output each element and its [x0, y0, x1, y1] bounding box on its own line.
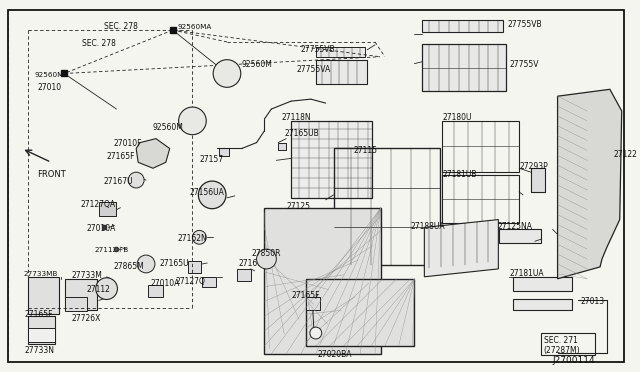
Text: 92560M: 92560M [153, 123, 184, 132]
Text: 27293P: 27293P [519, 162, 548, 171]
Text: 92560MA: 92560MA [178, 24, 212, 30]
Circle shape [257, 249, 276, 269]
Bar [541, 333, 595, 355]
Text: 27167U: 27167U [104, 177, 133, 186]
Circle shape [179, 107, 206, 135]
Bar [306, 296, 320, 310]
Bar [291, 121, 372, 198]
Text: SEC. 278: SEC. 278 [104, 22, 138, 31]
Polygon shape [557, 89, 621, 279]
Bar [316, 47, 365, 57]
Bar [237, 269, 251, 281]
Text: 27726X: 27726X [71, 314, 100, 323]
Text: 92560MA: 92560MA [35, 71, 69, 77]
Text: 27112: 27112 [87, 285, 111, 294]
Text: 27180U: 27180U [442, 113, 472, 122]
Bar [531, 168, 545, 192]
Text: 27181UB: 27181UB [442, 170, 477, 179]
Circle shape [96, 278, 117, 299]
Text: FRONT: FRONT [38, 170, 67, 179]
Text: 27755V: 27755V [509, 60, 539, 69]
Text: 27010F: 27010F [113, 139, 142, 148]
Text: 27733M: 27733M [71, 271, 102, 280]
Bar [202, 277, 216, 287]
Text: 27118N: 27118N [281, 113, 311, 122]
Text: 27162N: 27162N [178, 234, 207, 243]
Text: SEC. 271: SEC. 271 [544, 336, 578, 345]
Text: SEC. 278: SEC. 278 [82, 39, 116, 48]
Text: 27755VA: 27755VA [296, 65, 330, 74]
Text: 27755VB: 27755VB [508, 20, 542, 29]
Text: 27127Q: 27127Q [175, 277, 205, 286]
Text: J2700114: J2700114 [552, 356, 595, 365]
Bar [442, 121, 519, 172]
Text: 92560M: 92560M [242, 60, 273, 69]
Text: 27127QA: 27127QA [81, 200, 116, 209]
Bar [188, 261, 202, 273]
Circle shape [213, 60, 241, 87]
Text: 27165U: 27165U [160, 259, 189, 268]
Bar [333, 148, 440, 265]
Bar [499, 230, 541, 243]
Text: 27188UA: 27188UA [410, 222, 445, 231]
Text: 27865M: 27865M [113, 262, 144, 271]
Text: 27850R: 27850R [252, 249, 281, 258]
Text: 27115: 27115 [353, 145, 378, 154]
Text: 27733MB: 27733MB [24, 271, 58, 277]
Polygon shape [136, 139, 170, 168]
Text: 27165UB: 27165UB [284, 129, 319, 138]
Bar [219, 148, 229, 156]
Bar [422, 20, 503, 32]
Circle shape [137, 255, 155, 273]
Text: 27157: 27157 [199, 155, 223, 164]
Bar [316, 60, 367, 84]
Bar [278, 142, 286, 150]
Bar [264, 208, 381, 354]
Text: 27125: 27125 [286, 202, 310, 211]
Bar [148, 285, 163, 296]
Text: (27287M): (27287M) [544, 346, 580, 355]
Polygon shape [424, 219, 499, 277]
Bar [28, 316, 55, 344]
Text: 27165F: 27165F [291, 291, 319, 299]
Text: 27181UA: 27181UA [509, 269, 544, 278]
Circle shape [198, 181, 226, 209]
Bar [99, 202, 116, 216]
Bar [422, 44, 506, 91]
Text: 27122: 27122 [614, 150, 637, 160]
Text: 27755VB: 27755VB [300, 45, 335, 54]
Circle shape [310, 327, 322, 339]
Text: 27010A: 27010A [87, 224, 116, 234]
Bar [65, 296, 87, 311]
Text: 27156UA: 27156UA [189, 188, 225, 197]
Text: 27020BA: 27020BA [318, 350, 352, 359]
Text: 27733N: 27733N [25, 346, 54, 355]
Bar [65, 279, 97, 310]
Bar [28, 328, 55, 342]
Bar [442, 175, 519, 222]
Text: 27165F: 27165F [25, 310, 53, 319]
Bar [28, 277, 60, 314]
Text: 27165F: 27165F [107, 153, 135, 161]
Text: 27013: 27013 [580, 296, 604, 305]
Circle shape [193, 230, 206, 244]
Bar [513, 277, 572, 291]
Circle shape [128, 172, 144, 188]
Bar [513, 298, 572, 310]
Text: 27010: 27010 [38, 83, 61, 92]
Text: 27125NA: 27125NA [497, 222, 532, 231]
Text: 27010A: 27010A [150, 279, 179, 288]
Bar [306, 279, 415, 346]
Text: 27112+B: 27112+B [95, 247, 129, 253]
Text: 27165F: 27165F [239, 259, 268, 268]
